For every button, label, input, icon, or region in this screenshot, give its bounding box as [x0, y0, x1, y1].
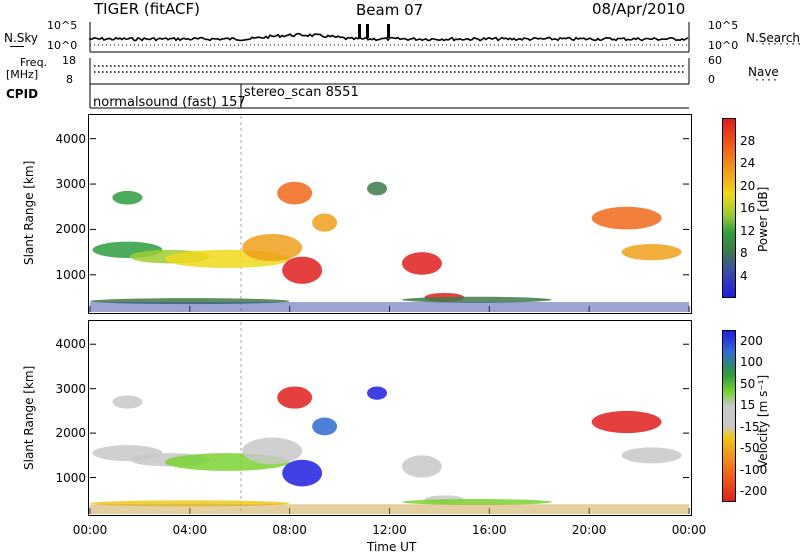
- ytick-label-0-3: 4000: [55, 131, 86, 146]
- echo-region-1-9: [401, 499, 552, 505]
- date-label: 08/Apr/2010: [592, 0, 686, 18]
- nsky-legend-line: [10, 46, 24, 47]
- ytick-label-1-1: 2000: [55, 426, 86, 441]
- echo-region-1-12: [112, 395, 143, 409]
- echo-region-0-7: [401, 252, 442, 275]
- echo-region-1-13: [367, 386, 388, 400]
- cbar-label-1-7: -200: [740, 484, 768, 499]
- echo-region-0-4: [277, 181, 313, 205]
- echo-region-0-3: [242, 233, 303, 262]
- ytick-label-0-1: 2000: [55, 222, 86, 237]
- xtick-label-3: 12:00: [372, 523, 407, 537]
- cbar-label-0-6: 28: [740, 133, 756, 148]
- nsky-spike-2: [387, 24, 390, 38]
- freq-label: Freq.: [20, 56, 48, 69]
- cbar-label-1-2: 50: [740, 376, 756, 391]
- cbar-label-0-5: 24: [740, 156, 756, 170]
- xtick-label-2: 08:00: [272, 523, 307, 537]
- x-axis-label: Time UT: [367, 540, 417, 554]
- xtick-label-5: 20:00: [571, 523, 607, 537]
- freq-top-value: 18: [62, 54, 76, 67]
- cpid-label: CPID: [6, 87, 39, 101]
- nsearch-legend-dots: ·······: [760, 39, 800, 50]
- freq-bottom-value: 8: [66, 73, 73, 86]
- plot-title: TIGER (fitACF): [94, 0, 201, 18]
- echo-region-1-6: [312, 417, 338, 436]
- cpid-mode-1: normalsound (fast) 157: [93, 95, 246, 110]
- velocity-colorbar: [722, 330, 736, 502]
- echo-region-0-11: [621, 243, 682, 261]
- cbar-label-1-3: 15: [740, 398, 756, 413]
- nsky-spike-1: [366, 24, 369, 38]
- power-colorbar: [722, 118, 736, 298]
- cbar-label-1-5: -50: [740, 441, 760, 456]
- xtick-label-6: 00:00: [671, 523, 707, 537]
- power-panel: [88, 114, 692, 314]
- ytick-label-0-0: 1000: [55, 267, 86, 282]
- echo-region-1-11: [621, 447, 682, 464]
- nave-top-value: 60: [708, 54, 722, 67]
- cpid-mode-2: stereo_scan 8551: [244, 85, 359, 100]
- ytick-label-1-0: 1000: [55, 470, 86, 485]
- echo-region-0-12: [112, 190, 143, 205]
- nsky-trace: [89, 32, 689, 42]
- nsky-top-value: 10^5: [47, 19, 78, 32]
- echo-region-0-9: [401, 296, 552, 303]
- power-ylabel: Slant Range [km]: [22, 160, 36, 265]
- cbar-label-1-0: 200: [740, 333, 763, 348]
- echo-region-1-7: [401, 455, 442, 478]
- cbar-label-0-3: 16: [740, 201, 756, 215]
- nsky-spike-0: [358, 24, 361, 38]
- cbar-label-0-1: 8: [740, 246, 748, 260]
- ytick-label-1-2: 3000: [55, 381, 86, 396]
- ytick-label-0-2: 3000: [55, 177, 86, 192]
- echo-region-1-5: [282, 459, 323, 487]
- cbar-label-0-4: 20: [740, 178, 756, 193]
- echo-region-0-5: [282, 256, 323, 284]
- xtick-label-0: 00:00: [72, 523, 108, 537]
- echo-region-0-10: [591, 206, 662, 230]
- echo-region-1-10: [591, 410, 662, 434]
- velocity-ylabel: Slant Range [km]: [22, 365, 36, 470]
- nsky-label: N.Sky: [4, 31, 39, 45]
- freq-unit: [MHz]: [6, 68, 39, 81]
- cbar-label-0-2: 12: [740, 223, 756, 238]
- beam-label: Beam 07: [356, 1, 424, 19]
- cbar-label-1-4: -15: [740, 419, 760, 434]
- nave-label: Nave: [748, 65, 779, 79]
- cbar-label-0-0: 4: [740, 268, 748, 283]
- nsky-bottom-value: 10^0: [47, 39, 78, 52]
- ground-scatter-band-1: [90, 504, 689, 514]
- nsearch-label: N.Search: [746, 31, 800, 45]
- xtick-label-1: 04:00: [172, 523, 208, 537]
- echo-region-0-13: [367, 181, 388, 196]
- echo-region-1-3: [242, 437, 303, 465]
- nave-bottom-value: 0: [708, 73, 715, 86]
- nave-legend-dots: ····: [754, 75, 779, 86]
- echo-region-1-4: [277, 386, 313, 409]
- nsearch-top-value: 10^5: [708, 19, 739, 32]
- cbar-label-1-1: 100: [740, 355, 763, 370]
- nsearch-bottom-value: 10^0: [708, 39, 739, 52]
- ground-scatter-band-0: [90, 302, 689, 312]
- power-colorbar-label: Power [dB]: [756, 186, 770, 252]
- velocity-panel: [88, 320, 692, 516]
- ytick-label-1-3: 4000: [55, 337, 86, 352]
- echo-region-0-6: [312, 213, 338, 232]
- cbar-label-1-6: -100: [740, 462, 768, 477]
- xtick-label-4: 16:00: [472, 523, 507, 537]
